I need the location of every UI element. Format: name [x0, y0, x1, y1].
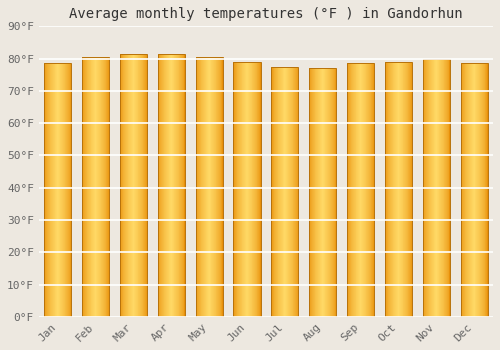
- Bar: [234, 62, 260, 317]
- Bar: [158, 54, 185, 317]
- Bar: [385, 62, 412, 317]
- Bar: [309, 68, 336, 317]
- Bar: [120, 54, 147, 317]
- Bar: [422, 58, 450, 317]
- Bar: [196, 57, 223, 317]
- Bar: [460, 63, 488, 317]
- Bar: [82, 57, 109, 317]
- Bar: [44, 63, 72, 317]
- Bar: [347, 63, 374, 317]
- Title: Average monthly temperatures (°F ) in Gandorhun: Average monthly temperatures (°F ) in Ga…: [69, 7, 462, 21]
- Bar: [271, 66, 298, 317]
